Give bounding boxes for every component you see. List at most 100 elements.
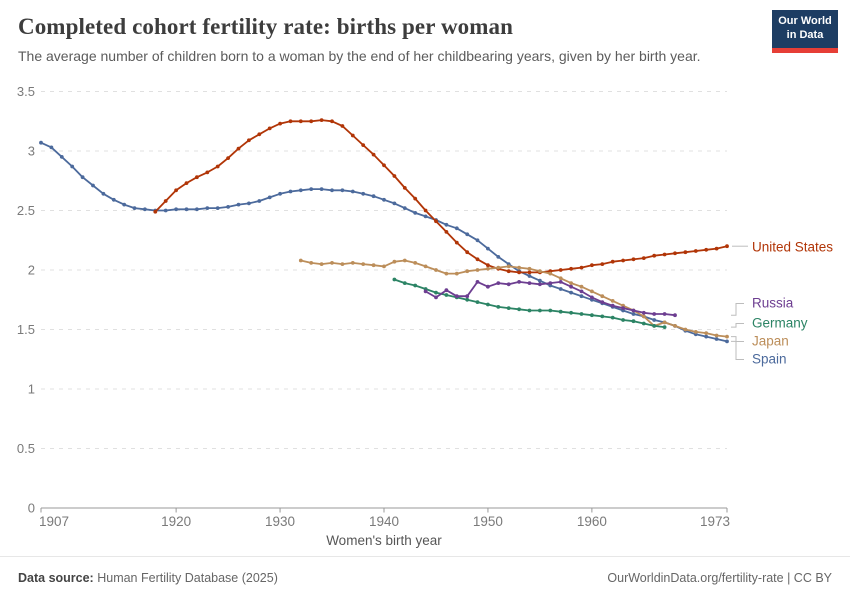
series-united-states[interactable] <box>153 118 729 275</box>
data-point <box>558 287 563 291</box>
data-point <box>298 119 303 124</box>
data-point <box>673 313 677 318</box>
data-point <box>444 288 449 293</box>
data-point <box>454 294 459 299</box>
data-point <box>631 308 636 313</box>
data-point <box>610 315 615 320</box>
series-germany[interactable] <box>392 277 667 329</box>
data-point <box>465 250 470 255</box>
owid-logo[interactable]: Our World in Data <box>772 10 838 53</box>
chart-subtitle: The average number of children born to a… <box>18 48 701 64</box>
data-point <box>590 263 594 268</box>
data-point <box>725 334 729 339</box>
data-point <box>714 246 719 251</box>
data-point <box>330 119 334 124</box>
series-russia[interactable] <box>423 280 677 318</box>
data-point <box>704 331 709 335</box>
data-point <box>517 307 521 312</box>
label-connector <box>731 323 744 328</box>
data-point <box>610 259 615 264</box>
data-point <box>475 280 480 284</box>
data-point <box>569 266 573 271</box>
data-point <box>195 175 199 180</box>
footer-divider <box>0 556 850 557</box>
x-axis-tick-label: 1930 <box>265 514 295 529</box>
data-point <box>673 251 677 256</box>
license-note[interactable]: OurWorldinData.org/fertility-rate | CC B… <box>607 571 832 585</box>
data-point <box>569 284 573 289</box>
data-point <box>683 327 688 332</box>
data-point <box>111 197 116 202</box>
data-point <box>319 187 324 192</box>
data-point <box>247 138 251 143</box>
data-point <box>101 191 106 196</box>
data-point <box>579 294 584 299</box>
data-point <box>538 278 542 283</box>
label-connector <box>731 303 744 316</box>
data-point <box>486 284 490 289</box>
data-point <box>496 265 501 270</box>
data-point <box>382 163 386 168</box>
y-axis-tick-label: 2.5 <box>17 203 35 218</box>
x-axis-tick-label: 1907 <box>39 514 69 529</box>
data-point <box>538 308 542 313</box>
data-point <box>579 312 584 316</box>
data-point <box>527 270 532 275</box>
data-point <box>496 305 501 309</box>
label-connector <box>731 340 744 360</box>
data-point <box>340 262 345 266</box>
series-line-united-states[interactable] <box>154 119 728 274</box>
data-point <box>382 264 386 269</box>
data-point <box>371 152 376 157</box>
data-point <box>350 189 355 194</box>
data-point <box>298 258 303 263</box>
data-point <box>361 143 366 148</box>
x-axis-tick-label: 1960 <box>577 514 607 529</box>
data-point <box>506 282 511 287</box>
data-point <box>340 188 345 193</box>
data-point <box>600 314 605 319</box>
data-point <box>423 208 428 213</box>
data-point <box>423 289 428 294</box>
y-axis-tick-label: 2 <box>28 263 35 278</box>
data-point <box>465 297 470 302</box>
data-point <box>382 197 386 202</box>
data-point <box>517 270 521 275</box>
data-point <box>590 313 594 318</box>
data-point <box>257 132 262 137</box>
data-point <box>319 262 324 266</box>
data-point <box>444 230 449 234</box>
data-point <box>91 183 95 188</box>
data-point <box>423 264 428 269</box>
series-label-russia[interactable]: Russia <box>752 296 794 311</box>
series-label-united-states[interactable]: United States <box>752 240 833 255</box>
data-point <box>662 312 667 316</box>
data-point <box>80 175 85 180</box>
data-point <box>662 252 667 257</box>
data-point <box>631 257 636 262</box>
series-label-japan[interactable]: Japan <box>752 334 789 349</box>
series-spain[interactable] <box>39 140 729 344</box>
y-axis-tick-label: 3.5 <box>17 84 35 99</box>
data-point <box>330 261 334 265</box>
data-point <box>631 312 636 316</box>
series-label-spain[interactable]: Spain <box>752 352 787 367</box>
data-point <box>288 189 293 194</box>
data-point <box>465 232 470 237</box>
data-point <box>288 119 293 124</box>
data-point <box>558 280 563 284</box>
data-point <box>413 283 418 288</box>
data-point <box>600 262 605 266</box>
data-point <box>330 188 334 193</box>
data-point <box>590 289 594 294</box>
data-point <box>361 191 366 196</box>
data-point <box>226 205 231 209</box>
series-label-germany[interactable]: Germany <box>752 316 808 331</box>
data-point <box>579 289 584 294</box>
owid-logo-line2: in Data <box>786 28 824 41</box>
data-point <box>652 253 657 258</box>
data-point <box>486 246 490 251</box>
data-point <box>184 207 189 212</box>
data-point <box>278 121 282 126</box>
